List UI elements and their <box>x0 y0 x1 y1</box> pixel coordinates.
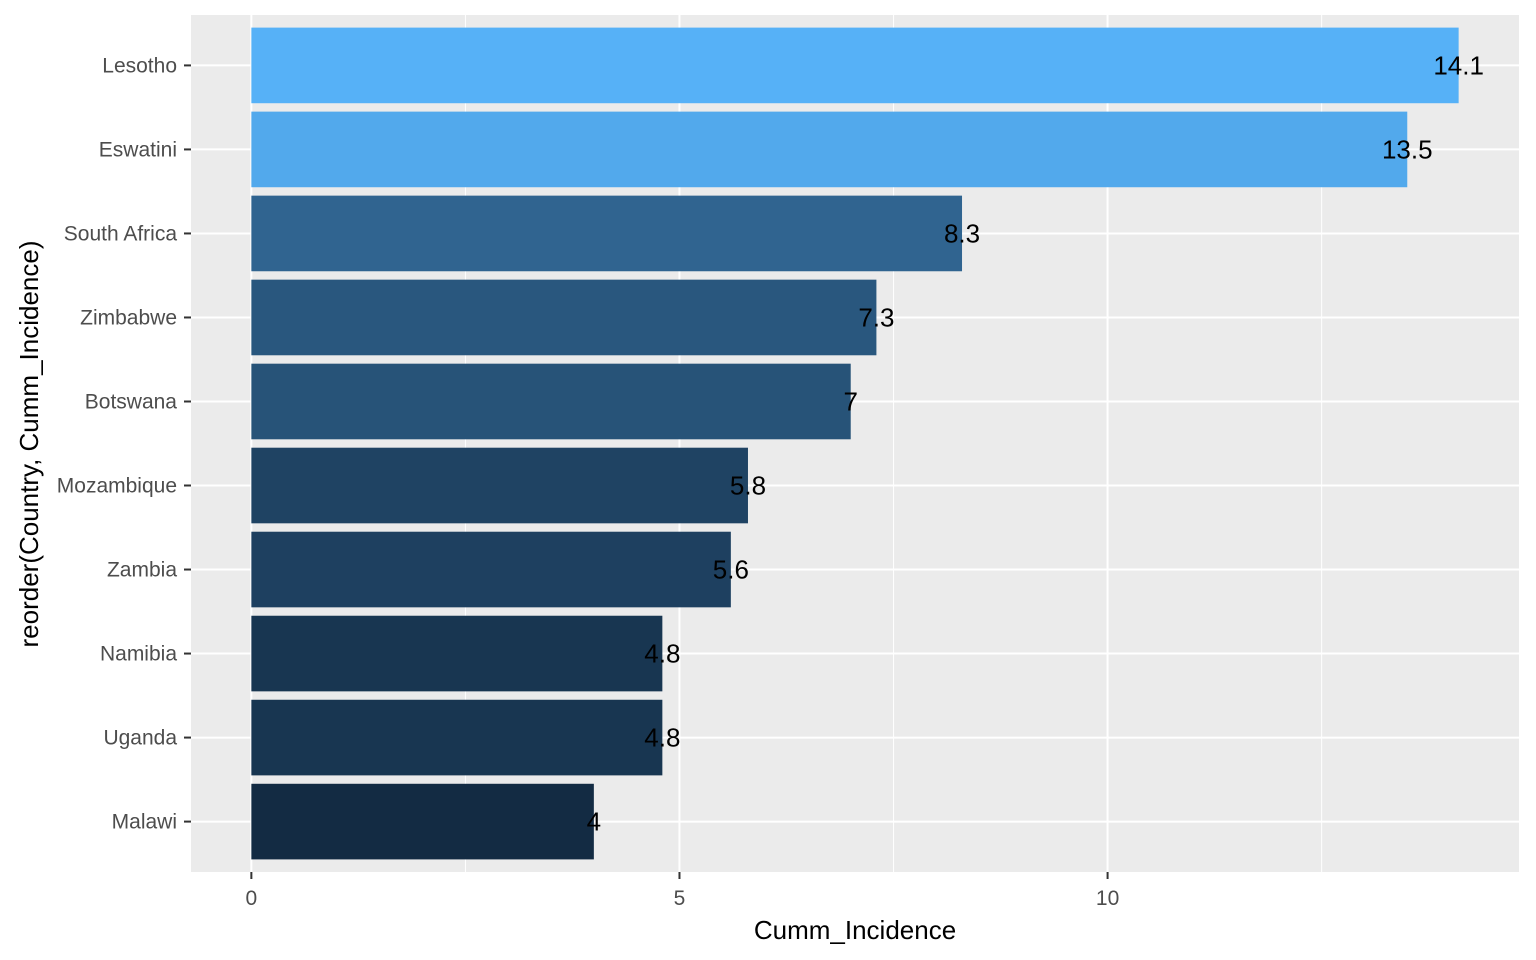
bar-lesotho <box>251 27 1459 104</box>
data-label: 13.5 <box>1382 134 1433 164</box>
data-label: 5.8 <box>730 471 766 501</box>
bar-malawi <box>251 783 594 860</box>
bar-uganda <box>251 699 663 776</box>
y-tick-label: Eswatini <box>99 138 177 161</box>
data-label: 4.8 <box>644 639 680 669</box>
data-labels: 14.1 13.5 8.3 7.3 7 5.8 5.6 4.8 4.8 4 <box>587 50 1484 836</box>
x-axis-title: Cumm_Incidence <box>754 915 956 945</box>
data-label: 14.1 <box>1433 50 1484 80</box>
bar-botswana <box>251 363 851 440</box>
bar-mozambique <box>251 447 748 524</box>
y-tick-label: Botswana <box>85 390 178 413</box>
data-label: 5.6 <box>713 555 749 585</box>
data-label: 7.3 <box>858 302 894 332</box>
y-tick-label: Lesotho <box>102 54 177 77</box>
bar-south-africa <box>251 195 963 272</box>
x-tick-label: 5 <box>674 887 686 910</box>
x-tick-label: 0 <box>246 887 258 910</box>
data-label: 8.3 <box>944 218 980 248</box>
y-tick-label: Zambia <box>107 559 177 582</box>
bars <box>251 27 1459 860</box>
y-axis-title: reorder(Country, Cumm_Incidence) <box>14 241 44 648</box>
y-tick-label: Namibia <box>100 643 177 666</box>
y-tick-label: Uganda <box>103 727 177 750</box>
x-axis: 0 5 10 <box>246 872 1119 910</box>
bar-zimbabwe <box>251 279 877 356</box>
data-label: 4.8 <box>644 723 680 753</box>
data-label: 4 <box>587 807 601 837</box>
y-tick-label: Mozambique <box>57 475 177 498</box>
bar-zambia <box>251 531 731 608</box>
x-tick-label: 10 <box>1096 887 1119 910</box>
y-tick-label: Zimbabwe <box>80 306 177 329</box>
bar-eswatini <box>251 111 1408 188</box>
y-tick-label: Malawi <box>112 811 177 834</box>
y-axis: Lesotho Eswatini South Africa Zimbabwe Botsw… <box>57 54 191 834</box>
data-label: 7 <box>843 386 857 416</box>
bar-namibia <box>251 615 663 692</box>
y-tick-label: South Africa <box>64 222 178 245</box>
